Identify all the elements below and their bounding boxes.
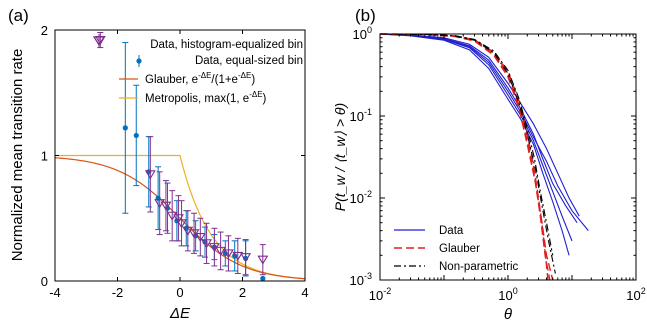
x-tick-label-a: 4	[301, 285, 308, 300]
panel-a-label: (a)	[8, 6, 29, 25]
data-series-line	[379, 33, 570, 256]
legend-b-data-label: Data	[439, 225, 464, 237]
y-tick-label-b: 100	[353, 25, 372, 42]
y-tick-label-b: 10-1	[350, 107, 372, 124]
panel-a-ticks: -4 -2 0 2 4 0 1 2	[41, 23, 309, 300]
panel-b-ylabel: P(t_w / ⟨t_w⟩ > θ)	[332, 103, 348, 211]
data-series-line	[379, 33, 578, 223]
hist-bin-point	[160, 201, 172, 211]
x-tick-label-a: 0	[176, 285, 183, 300]
data-series-line	[379, 33, 580, 217]
panel-b-plot	[379, 33, 589, 281]
y-tick-label-a: 1	[41, 149, 48, 164]
legend-a-equal-marker	[136, 58, 142, 64]
legend-a-hist: Data, histogram-equalized bin	[92, 34, 303, 51]
y-tick-label-b: 10-2	[350, 189, 372, 206]
nonparametric-series-line	[379, 33, 554, 256]
panel-a-xlabel: ΔE	[169, 305, 191, 322]
legend-a-equal: Data, equal-sized bin	[136, 55, 303, 67]
legend-a-metropolis-label: Metropolis, max(1, e-ΔE)	[145, 90, 267, 105]
x-tick-label-a: -2	[112, 285, 124, 300]
legend-b-data: Data	[394, 225, 464, 237]
glauber-curve	[54, 157, 306, 280]
legend-a-glauber-label: Glauber, e-ΔE/(1+e-ΔE)	[145, 71, 255, 86]
x-tick-label-b: 100	[498, 286, 517, 303]
legend-a-hist-marker	[92, 36, 106, 47]
hist-bin-point	[176, 219, 188, 229]
metropolis-curve	[55, 154, 306, 280]
hist-bin-point	[144, 170, 156, 180]
hist-bin-point	[222, 249, 234, 259]
panel-b-xlabel: θ	[504, 306, 512, 323]
legend-b-nonparametric: Non-parametric	[394, 261, 518, 273]
glauber-series-line	[379, 33, 551, 281]
glauber-series-line	[379, 33, 554, 281]
legend-b-nonparametric-label: Non-parametric	[439, 261, 518, 273]
hist-bin-point	[240, 253, 252, 263]
hist-bin-point	[232, 251, 244, 261]
y-tick-label-b: 10-3	[350, 271, 372, 288]
hist-bin-point	[172, 214, 184, 224]
equal-bin-point	[133, 132, 139, 139]
panel-a-legend: Data, histogram-equalized bin Data, equa…	[92, 34, 303, 105]
nonparametric-series-line	[379, 33, 556, 274]
panel-a-ylabel: Normalized mean transition rate	[9, 49, 26, 262]
y-tick-label-a: 2	[41, 23, 48, 38]
x-tick-label-b: 102	[626, 286, 645, 303]
equal-bin-point	[260, 275, 266, 282]
panel-b-label: (b)	[355, 6, 376, 25]
x-tick-label-b: 10-2	[369, 286, 391, 303]
legend-a-glauber: Glauber, e-ΔE/(1+e-ΔE)	[119, 71, 255, 86]
y-tick-label-a: 0	[41, 274, 48, 289]
x-tick-label-a: 2	[239, 285, 246, 300]
equal-bin-point	[122, 125, 128, 131]
legend-b-glauber: Glauber	[394, 243, 480, 255]
legend-a-metropolis: Metropolis, max(1, e-ΔE)	[119, 90, 267, 105]
hist-bin-point	[257, 255, 269, 265]
data-series-line	[379, 33, 573, 242]
panel-a: (a) -4 -2 0 2 4 0 1 2 ΔE Normalized mean transi…	[8, 6, 309, 322]
panel-b-legend: Data Glauber Non-parametric	[394, 225, 518, 273]
hist-bin-point	[215, 246, 227, 256]
x-tick-label-a: -4	[49, 285, 61, 300]
legend-a-hist-label: Data, histogram-equalized bin	[150, 39, 303, 51]
panel-a-plot	[54, 32, 306, 282]
hist-bin-point	[194, 233, 206, 243]
hist-bin-point	[201, 239, 213, 249]
legend-a-equal-label: Data, equal-sized bin	[195, 55, 303, 67]
legend-b-glauber-label: Glauber	[439, 243, 480, 255]
data-series-line	[379, 33, 589, 231]
